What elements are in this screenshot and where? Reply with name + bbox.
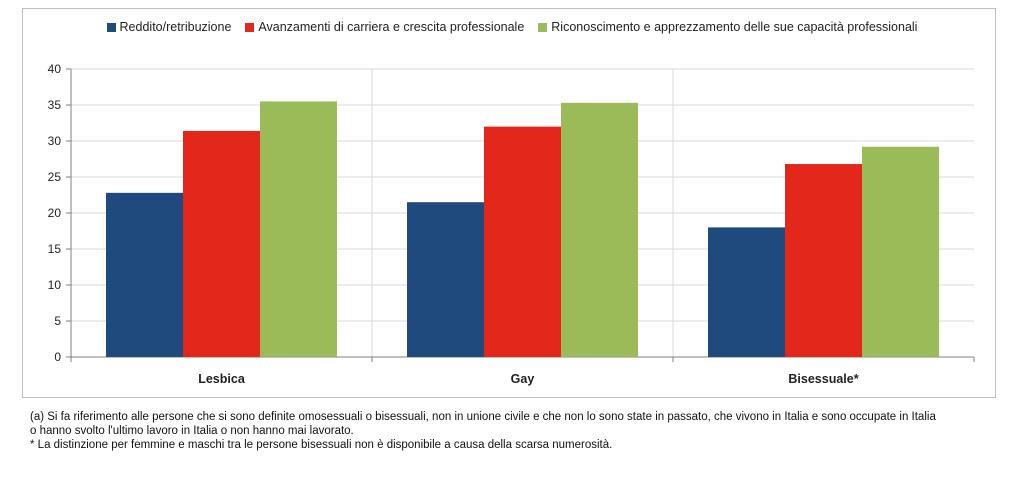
- chart-frame: [22, 8, 996, 398]
- bar-2-series-1: [407, 202, 484, 357]
- chart-legend: Reddito/retribuzione Avanzamenti di carri…: [0, 20, 1024, 34]
- legend-item-3: Riconoscimento e apprezzamento delle sue…: [538, 20, 917, 34]
- y-tick-label-10: 10: [48, 278, 62, 292]
- legend-label-3: Riconoscimento e apprezzamento delle sue…: [551, 20, 918, 34]
- y-tick-label-20: 20: [48, 206, 62, 220]
- legend-item-1: Reddito/retribuzione: [106, 20, 232, 34]
- legend-swatch-3: [538, 22, 548, 32]
- y-tick-label-40: 40: [48, 62, 62, 76]
- x-category-label-1: Lesbica: [198, 372, 246, 386]
- legend-swatch-2: [245, 22, 255, 32]
- chart-notes: (a) Si fa riferimento alle persone che s…: [30, 410, 1010, 452]
- y-tick-label-30: 30: [48, 134, 62, 148]
- bar-3-series-2: [785, 164, 862, 357]
- y-tick-label-25: 25: [48, 170, 62, 184]
- legend-label-1: Reddito/retribuzione: [119, 20, 232, 34]
- bar-1-series-2: [183, 130, 260, 357]
- bar-3-series-1: [708, 227, 785, 357]
- x-category-label-3: Bisessuale*: [788, 372, 858, 386]
- note-asterisk: * La distinzione per femmine e maschi tr…: [30, 439, 613, 451]
- legend-label-2: Avanzamenti di carriera e crescita profe…: [258, 20, 525, 34]
- y-tick-label-5: 5: [54, 314, 61, 328]
- legend-swatch-1: [106, 22, 116, 32]
- bar-3-series-3: [862, 146, 939, 357]
- note-a-line-2: o hanno svolto l'ultimo lavoro in Italia…: [30, 425, 354, 437]
- legend-item-2: Avanzamenti di carriera e crescita profe…: [245, 20, 524, 34]
- bar-1-series-1: [106, 192, 183, 357]
- bar-2-series-2: [484, 126, 561, 357]
- y-tick-label-15: 15: [48, 242, 62, 256]
- x-category-label-2: Gay: [511, 372, 535, 386]
- bar-1-series-3: [260, 101, 337, 358]
- bar-chart: 0 5 10 15 20 25 30 35 40 Lesbica Gay Bisessuale*: [48, 62, 975, 386]
- y-tick-label-35: 35: [48, 98, 62, 112]
- note-a-line-1: (a) Si fa riferimento alle persone che s…: [30, 411, 936, 423]
- y-tick-label-0: 0: [54, 350, 61, 364]
- bar-2-series-3: [561, 102, 638, 357]
